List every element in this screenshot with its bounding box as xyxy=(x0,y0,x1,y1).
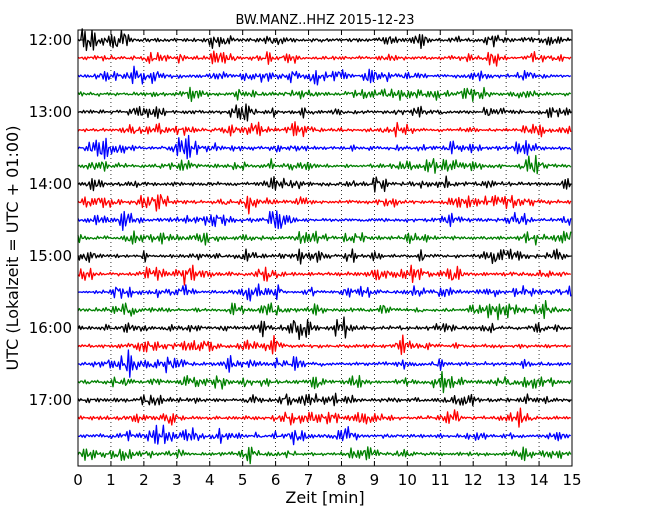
seismic-trace xyxy=(77,175,572,193)
chart-title: BW.MANZ..HHZ 2015-12-23 xyxy=(235,13,414,28)
x-tick-label: 8 xyxy=(337,471,347,489)
trace-group xyxy=(77,28,572,465)
x-tick-label: 12 xyxy=(464,471,483,489)
y-tick-label: 13:00 xyxy=(29,103,72,121)
seismic-trace xyxy=(77,316,572,341)
seismic-trace xyxy=(77,283,572,302)
x-tick-label: 14 xyxy=(530,471,549,489)
seismic-trace xyxy=(77,264,572,286)
x-axis-ticks: 0 1 2 3 4 5 6 7 8 9 10 11 12 13 14 15 xyxy=(73,30,582,489)
x-tick-label: 13 xyxy=(497,471,516,489)
plot-frame xyxy=(77,29,573,467)
x-axis-label: Zeit [min] xyxy=(285,488,364,507)
seismic-trace xyxy=(77,230,572,246)
x-tick-label: 2 xyxy=(139,471,149,489)
x-tick-label: 11 xyxy=(431,471,450,489)
seismic-trace xyxy=(77,300,572,321)
grid-lines xyxy=(110,30,540,466)
seismic-trace xyxy=(77,370,572,394)
y-tick-label: 12:00 xyxy=(29,31,72,49)
seismic-trace xyxy=(77,28,572,52)
seismic-trace xyxy=(77,86,572,103)
seismic-trace xyxy=(77,248,571,265)
x-tick-label: 0 xyxy=(73,471,83,489)
x-tick-label: 1 xyxy=(106,471,116,489)
seismic-trace xyxy=(77,210,572,232)
x-tick-label: 4 xyxy=(205,471,215,489)
seismic-trace xyxy=(77,424,572,446)
x-tick-label: 15 xyxy=(562,471,581,489)
y-axis-ticks: 12:00 13:00 14:00 15:00 16:00 17:00 xyxy=(29,31,572,409)
x-tick-label: 9 xyxy=(370,471,380,489)
seismic-trace xyxy=(77,407,572,428)
y-tick-label: 14:00 xyxy=(29,175,72,193)
y-tick-label: 17:00 xyxy=(29,391,72,409)
seismic-trace xyxy=(77,154,572,175)
x-tick-label: 6 xyxy=(271,471,281,489)
seismic-trace xyxy=(77,349,572,378)
x-tick-label: 3 xyxy=(172,471,182,489)
seismic-trace xyxy=(77,50,572,67)
y-tick-label: 16:00 xyxy=(29,319,72,337)
seismic-trace xyxy=(77,334,571,356)
seismic-trace xyxy=(77,134,572,160)
seismic-trace xyxy=(77,65,572,86)
seismic-trace xyxy=(77,392,572,407)
seismic-trace xyxy=(77,446,572,465)
x-tick-label: 7 xyxy=(304,471,314,489)
x-tick-label: 5 xyxy=(238,471,248,489)
seismic-trace xyxy=(77,121,572,138)
seismic-trace xyxy=(77,103,572,122)
x-tick-label: 10 xyxy=(398,471,417,489)
y-tick-label: 15:00 xyxy=(29,247,72,265)
y-axis-label: UTC (Lokalzeit = UTC + 01:00) xyxy=(3,126,22,371)
seismic-trace xyxy=(77,194,572,215)
